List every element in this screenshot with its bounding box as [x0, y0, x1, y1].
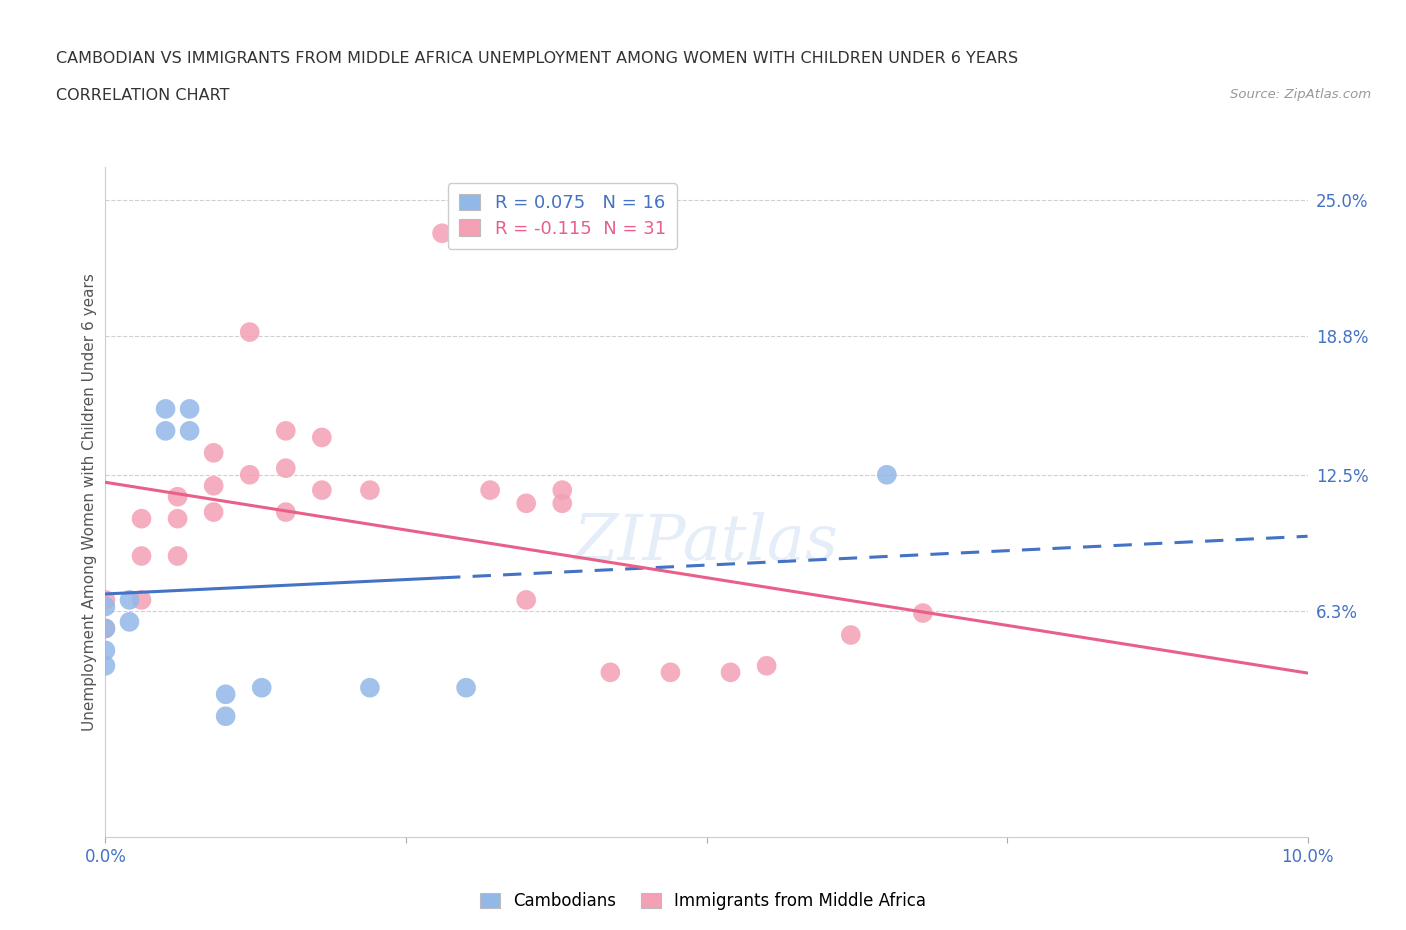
- Point: [274, 423, 297, 438]
- Point: [94, 599, 117, 614]
- Point: [94, 621, 117, 636]
- Point: [214, 709, 236, 724]
- Point: [755, 658, 778, 673]
- Point: [202, 445, 225, 460]
- Point: [239, 325, 262, 339]
- Text: CORRELATION CHART: CORRELATION CHART: [56, 88, 229, 103]
- Text: Source: ZipAtlas.com: Source: ZipAtlas.com: [1230, 88, 1371, 101]
- Point: [274, 505, 297, 520]
- Point: [155, 423, 177, 438]
- Point: [131, 512, 153, 526]
- Point: [202, 478, 225, 493]
- Point: [599, 665, 621, 680]
- Point: [250, 680, 273, 695]
- Point: [274, 460, 297, 475]
- Legend: R = 0.075   N = 16, R = -0.115  N = 31: R = 0.075 N = 16, R = -0.115 N = 31: [447, 183, 676, 248]
- Point: [118, 592, 141, 607]
- Point: [166, 512, 188, 526]
- Point: [430, 226, 453, 241]
- Point: [179, 423, 201, 438]
- Point: [454, 680, 477, 695]
- Point: [876, 467, 898, 482]
- Point: [479, 483, 502, 498]
- Point: [239, 467, 262, 482]
- Point: [166, 489, 188, 504]
- Y-axis label: Unemployment Among Women with Children Under 6 years: Unemployment Among Women with Children U…: [82, 273, 97, 731]
- Point: [659, 665, 682, 680]
- Point: [94, 643, 117, 658]
- Point: [359, 680, 381, 695]
- Text: CAMBODIAN VS IMMIGRANTS FROM MIDDLE AFRICA UNEMPLOYMENT AMONG WOMEN WITH CHILDRE: CAMBODIAN VS IMMIGRANTS FROM MIDDLE AFRI…: [56, 51, 1018, 66]
- Point: [911, 605, 934, 620]
- Point: [131, 592, 153, 607]
- Point: [94, 658, 117, 673]
- Point: [515, 496, 537, 511]
- Point: [166, 549, 188, 564]
- Point: [311, 483, 333, 498]
- Point: [155, 402, 177, 417]
- Point: [214, 687, 236, 702]
- Point: [515, 592, 537, 607]
- Text: ZIPatlas: ZIPatlas: [574, 512, 839, 573]
- Point: [202, 505, 225, 520]
- Point: [359, 483, 381, 498]
- Point: [551, 496, 574, 511]
- Point: [179, 402, 201, 417]
- Point: [551, 483, 574, 498]
- Point: [311, 430, 333, 445]
- Legend: Cambodians, Immigrants from Middle Africa: Cambodians, Immigrants from Middle Afric…: [472, 885, 934, 917]
- Point: [94, 592, 117, 607]
- Point: [118, 615, 141, 630]
- Point: [131, 549, 153, 564]
- Point: [94, 621, 117, 636]
- Point: [720, 665, 742, 680]
- Point: [839, 628, 862, 643]
